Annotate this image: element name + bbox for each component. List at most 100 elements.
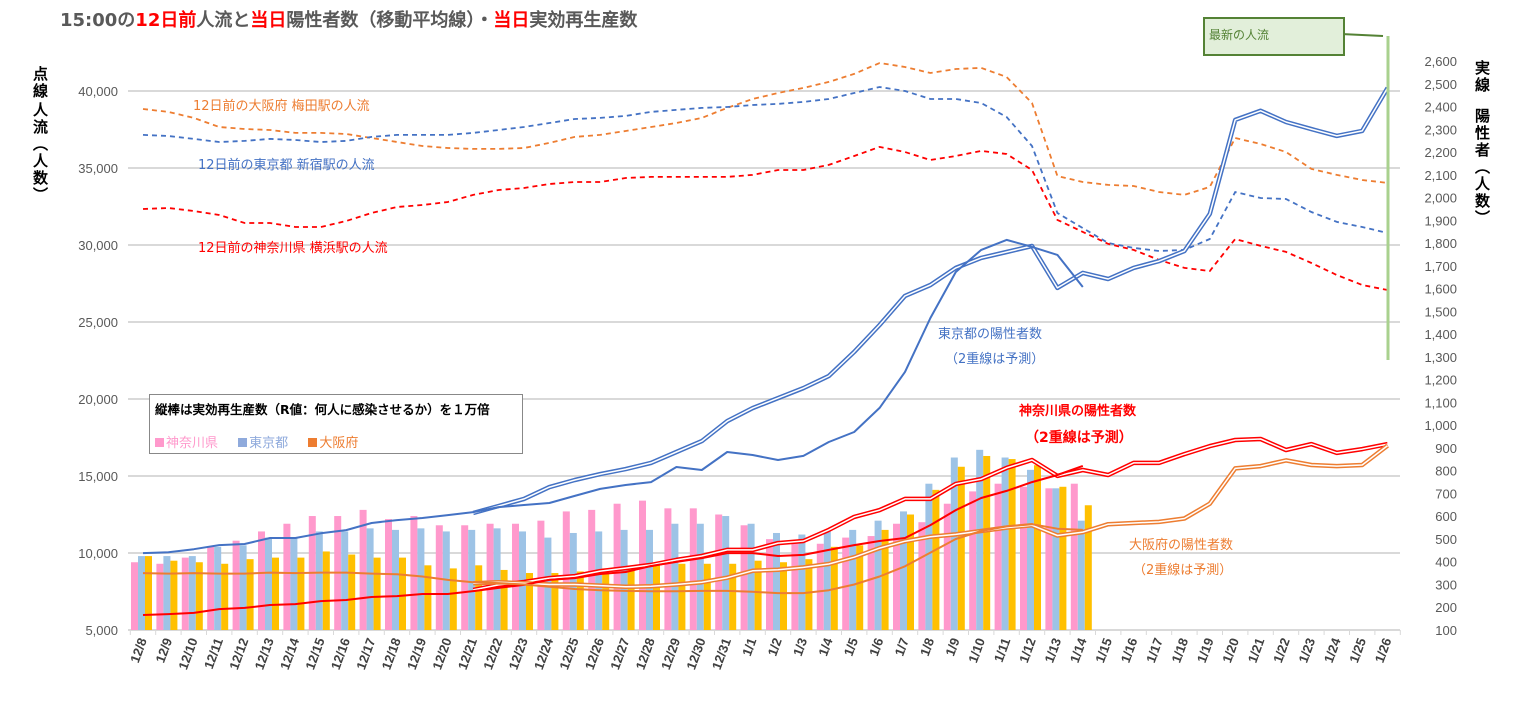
legend-label: 東京都 bbox=[249, 436, 289, 451]
legend-label: 大阪府 bbox=[319, 436, 359, 451]
x-axis-tick-label: 12/11 bbox=[201, 636, 226, 671]
bar-bar_kanagawa bbox=[1020, 486, 1027, 630]
legend-item-kanagawa: 神奈川県 bbox=[155, 436, 218, 451]
bar-bar_tokyo bbox=[646, 529, 653, 630]
right-axis-tick-label: 2,600 bbox=[1424, 54, 1457, 69]
latest-mobility-label: 最新の人流 bbox=[1209, 28, 1270, 42]
x-axis-tick-label: 1/2 bbox=[765, 636, 785, 658]
bar-bar_tokyo bbox=[265, 537, 272, 630]
chart-title: 15:00の12日前人流と当日陽性者数（移動平均線）・当日実効再生産数 bbox=[60, 6, 637, 32]
x-axis-tick-label: 1/17 bbox=[1143, 636, 1166, 665]
bar-bar_tokyo bbox=[976, 449, 984, 630]
x-axis-tick-label: 12/8 bbox=[127, 636, 150, 665]
x-axis-tick-label: 1/10 bbox=[965, 636, 988, 665]
bar-bar_osaka bbox=[449, 568, 457, 630]
bar-bar_kanagawa bbox=[283, 523, 291, 630]
bar-bar_osaka bbox=[272, 557, 279, 630]
x-axis-tick-label: 12/14 bbox=[277, 635, 302, 671]
legend-item-osaka: 大阪府 bbox=[308, 436, 358, 451]
right-axis-tick-label: 600 bbox=[1435, 509, 1457, 524]
x-axis-tick-label: 1/9 bbox=[942, 636, 962, 658]
bar-bar_kanagawa bbox=[1070, 483, 1078, 630]
left-axis-tick-label: 25,000 bbox=[78, 315, 118, 330]
bar-bar_tokyo bbox=[823, 531, 831, 630]
bar-bar_osaka bbox=[348, 554, 356, 630]
right-axis-tick-label: 1,600 bbox=[1424, 282, 1457, 297]
x-axis-tick-label: 12/25 bbox=[556, 636, 581, 672]
actual-line-tokyo bbox=[142, 238, 1084, 555]
bar-bar_kanagawa bbox=[131, 562, 138, 630]
bar-bar_tokyo bbox=[188, 556, 196, 630]
x-axis-tick-label: 1/5 bbox=[841, 636, 861, 658]
forecast-line-inner-tokyo bbox=[473, 87, 1389, 514]
right-axis-tick-label: 800 bbox=[1435, 464, 1457, 479]
bar-bar_kanagawa bbox=[816, 543, 824, 630]
x-axis-tick-label: 1/8 bbox=[917, 636, 937, 658]
annotation-shinjuku: 12日前の東京都 新宿駅の人流 bbox=[198, 158, 375, 173]
latest-mobility-callout: 最新の人流 bbox=[1203, 17, 1345, 56]
bar-bar_kanagawa bbox=[410, 516, 418, 630]
bar-bar_osaka bbox=[627, 566, 635, 630]
bar-bar_kanagawa bbox=[486, 523, 494, 630]
legend-title: 縦棒は実効再生産数（R値：何人に感染させるか）を１万倍 bbox=[155, 402, 490, 417]
annotation-umeda: 12日前の大阪府 梅田駅の人流 bbox=[193, 99, 370, 114]
bar-bar_kanagawa bbox=[893, 523, 900, 630]
x-axis-tick-label: 12/16 bbox=[328, 636, 353, 672]
title-segment: 15:00の bbox=[60, 10, 136, 31]
bar-bar_osaka bbox=[424, 565, 432, 630]
bar-bar_osaka bbox=[297, 557, 305, 630]
bar-bar_tokyo bbox=[214, 546, 222, 630]
x-axis-tick-label: 1/7 bbox=[892, 636, 912, 658]
x-axis-tick-label: 12/19 bbox=[404, 636, 429, 672]
title-segment: 実効再生産数 bbox=[529, 10, 638, 31]
bar-bar_osaka bbox=[881, 529, 889, 630]
bar-bar_osaka bbox=[754, 560, 762, 630]
bar-bar_osaka bbox=[576, 571, 584, 630]
bar-bar_tokyo bbox=[315, 531, 323, 630]
right-axis-tick-label: 500 bbox=[1435, 532, 1457, 547]
bar-bar_tokyo bbox=[290, 537, 298, 630]
bar-bar_kanagawa bbox=[207, 546, 215, 630]
bar-bar_tokyo bbox=[595, 531, 603, 630]
bar-bar_kanagawa bbox=[943, 503, 951, 630]
annotation-kanagawa-note: （2重線は予測） bbox=[1025, 430, 1133, 446]
bar-bar_tokyo bbox=[747, 523, 755, 630]
left-axis-tick-label: 30,000 bbox=[78, 238, 118, 253]
bar-bar_tokyo bbox=[620, 529, 628, 630]
right-axis-tick-label: 1,100 bbox=[1424, 395, 1457, 410]
right-axis-tick-label: 900 bbox=[1435, 441, 1457, 456]
x-axis-tick-label: 12/30 bbox=[683, 636, 708, 672]
bar-bar_osaka bbox=[246, 559, 254, 630]
bar-bar_osaka bbox=[1008, 459, 1016, 630]
bar-bar_tokyo bbox=[1001, 457, 1009, 630]
bar-bar_osaka bbox=[653, 563, 660, 630]
right-axis-tick-label: 2,400 bbox=[1424, 100, 1457, 115]
bar-bar_osaka bbox=[373, 557, 381, 630]
bar-bar_tokyo bbox=[925, 483, 933, 630]
bar-bar_tokyo bbox=[138, 556, 145, 630]
bar-bar_kanagawa bbox=[512, 523, 519, 630]
right-axis-tick-label: 2,300 bbox=[1424, 122, 1457, 137]
bar-bar_tokyo bbox=[366, 528, 374, 630]
right-axis-tick-label: 200 bbox=[1435, 600, 1457, 615]
x-axis-tick-label: 1/19 bbox=[1194, 636, 1217, 665]
bar-bar_osaka bbox=[957, 466, 965, 630]
bar-bar_tokyo bbox=[493, 528, 501, 630]
right-axis-title-line2: 陽性者（人数） bbox=[1473, 108, 1491, 227]
bar-bar_kanagawa bbox=[359, 509, 367, 630]
right-axis-tick-label: 300 bbox=[1435, 577, 1457, 592]
right-axis-tick-label: 400 bbox=[1435, 555, 1457, 570]
bar-bar_kanagawa bbox=[181, 557, 189, 630]
x-axis-tick-label: 12/27 bbox=[607, 636, 632, 672]
left-axis-tick-label: 35,000 bbox=[78, 161, 118, 176]
left-axis-tick-label: 5,000 bbox=[85, 623, 118, 638]
mobility-line-tokyo bbox=[142, 86, 1388, 252]
bar-bar_osaka bbox=[907, 514, 914, 630]
bar-bar_kanagawa bbox=[715, 514, 723, 630]
x-axis-tick-label: 1/15 bbox=[1092, 636, 1115, 665]
legend-label: 神奈川県 bbox=[166, 436, 219, 451]
bar-bar_osaka bbox=[399, 557, 406, 630]
x-axis-tick-label: 12/22 bbox=[480, 636, 505, 672]
x-axis-tick-label: 1/16 bbox=[1118, 636, 1141, 665]
bar-bar_tokyo bbox=[950, 457, 958, 630]
